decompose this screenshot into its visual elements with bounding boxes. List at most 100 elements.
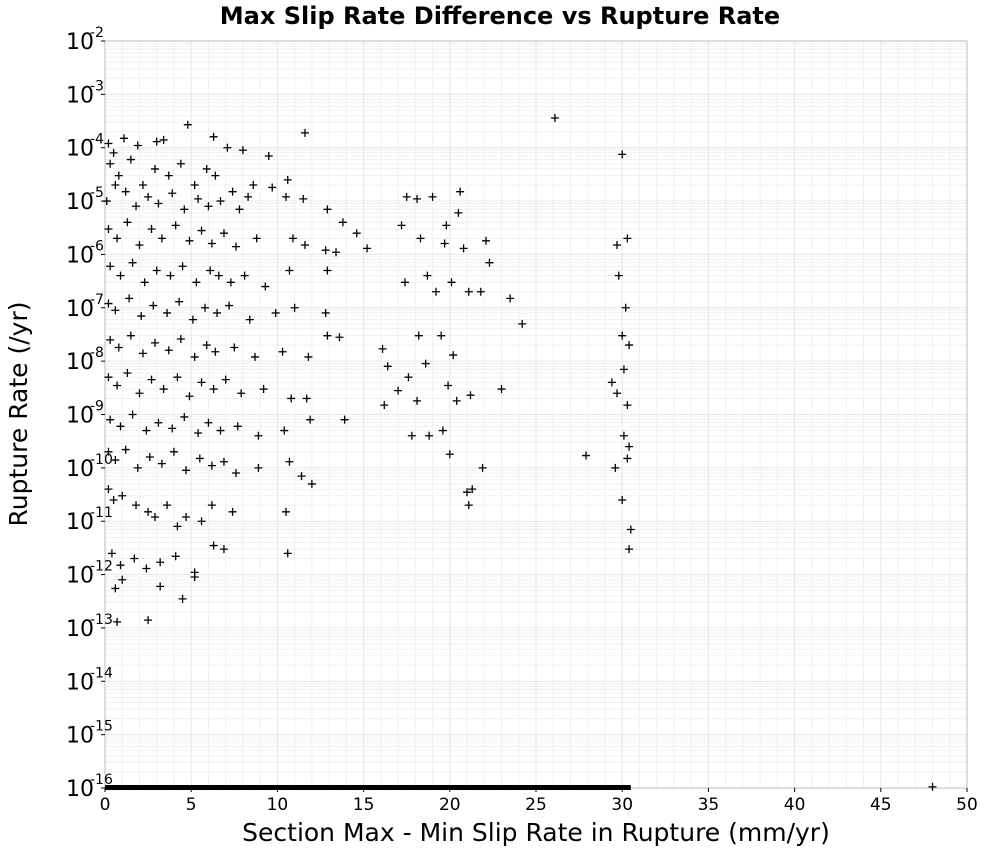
scatter-point bbox=[444, 381, 453, 390]
scatter-point bbox=[226, 278, 235, 287]
scatter-point bbox=[428, 192, 437, 201]
scatter-point bbox=[123, 368, 132, 377]
scatter-point bbox=[116, 271, 125, 280]
scatter-point bbox=[421, 359, 430, 368]
y-tick-exponent: -9 bbox=[90, 399, 104, 415]
scatter-point bbox=[182, 512, 191, 521]
scatter-point bbox=[619, 365, 628, 374]
scatter-point bbox=[121, 187, 130, 196]
scatter-point bbox=[613, 389, 622, 398]
scatter-point bbox=[164, 346, 173, 355]
scatter-point bbox=[283, 175, 292, 184]
scatter-point bbox=[449, 351, 458, 360]
scatter-point bbox=[150, 338, 159, 347]
scatter-point bbox=[214, 271, 223, 280]
scatter-point bbox=[244, 192, 253, 201]
scatter-point bbox=[164, 171, 173, 180]
scatter-point bbox=[304, 352, 313, 361]
scatter-point bbox=[414, 331, 423, 340]
x-tick-label: 30 bbox=[611, 795, 633, 815]
scatter-point bbox=[237, 389, 246, 398]
scatter-point bbox=[416, 234, 425, 243]
scatter-point bbox=[188, 315, 197, 324]
scatter-point bbox=[280, 426, 289, 435]
scatter-point bbox=[380, 401, 389, 410]
scatter-point bbox=[268, 183, 277, 192]
y-tick-label: 10 bbox=[66, 137, 94, 162]
scatter-point bbox=[173, 373, 182, 382]
scatter-point bbox=[228, 507, 237, 516]
scatter-point bbox=[111, 306, 120, 315]
y-tick-exponent: -6 bbox=[90, 238, 104, 254]
scatter-point bbox=[261, 282, 270, 291]
scatter-point bbox=[118, 575, 127, 584]
scatter-point bbox=[581, 451, 590, 460]
scatter-point bbox=[133, 141, 142, 150]
scatter-point bbox=[183, 120, 192, 129]
y-tick-exponent: -15 bbox=[90, 719, 113, 735]
scatter-point bbox=[156, 558, 165, 567]
scatter-point bbox=[233, 422, 242, 431]
scatter-point bbox=[625, 341, 634, 350]
scatter-point bbox=[235, 205, 244, 214]
scatter-point bbox=[442, 221, 451, 230]
scatter-point bbox=[144, 507, 153, 516]
scatter-point bbox=[352, 229, 361, 238]
scatter-point bbox=[623, 234, 632, 243]
y-tick-exponent: -14 bbox=[90, 665, 113, 681]
scatter-point bbox=[300, 241, 309, 250]
scatter-point bbox=[230, 343, 239, 352]
scatter-point bbox=[113, 617, 122, 626]
scatter-point bbox=[407, 431, 416, 440]
scatter-point bbox=[404, 373, 413, 382]
scatter-point bbox=[306, 415, 315, 424]
scatter-point bbox=[518, 319, 527, 328]
scatter-point bbox=[113, 381, 122, 390]
scatter-point bbox=[452, 396, 461, 405]
scatter-point bbox=[623, 401, 632, 410]
scatter-point bbox=[463, 488, 472, 497]
scatter-point bbox=[413, 396, 422, 405]
scatter-point bbox=[207, 239, 216, 248]
x-tick-label: 45 bbox=[870, 795, 892, 815]
scatter-point bbox=[413, 194, 422, 203]
scatter-point bbox=[607, 378, 616, 387]
scatter-point bbox=[197, 226, 206, 235]
scatter-point bbox=[114, 343, 123, 352]
scatter-point bbox=[271, 308, 280, 317]
scatter-point bbox=[152, 266, 161, 275]
y-axis-ticks: 10-210-310-410-510-610-710-810-910-1010-… bbox=[66, 25, 113, 802]
scatter-point bbox=[290, 303, 299, 312]
scatter-point bbox=[252, 234, 261, 243]
y-tick-label: 10 bbox=[66, 564, 94, 589]
scatter-point bbox=[302, 394, 311, 403]
scatter-point bbox=[278, 347, 287, 356]
scatter-point bbox=[206, 266, 215, 275]
scatter-point bbox=[221, 375, 230, 384]
scatter-point bbox=[104, 139, 113, 148]
scatter-point bbox=[625, 442, 634, 451]
scatter-point bbox=[204, 202, 213, 211]
y-tick-exponent: -7 bbox=[90, 292, 104, 308]
scatter-point bbox=[168, 424, 177, 433]
scatter-point bbox=[445, 450, 454, 459]
scatter-point bbox=[195, 454, 204, 463]
scatter-point bbox=[128, 258, 137, 267]
scatter-point bbox=[250, 352, 259, 361]
scatter-point bbox=[432, 287, 441, 296]
scatter-point bbox=[145, 452, 154, 461]
y-tick-label: 10 bbox=[66, 350, 94, 375]
y-tick-label: 10 bbox=[66, 724, 94, 749]
scatter-point bbox=[264, 151, 273, 160]
scatter-point bbox=[464, 287, 473, 296]
scatter-point bbox=[150, 164, 159, 173]
scatter-point bbox=[180, 412, 189, 421]
scatter-point bbox=[618, 495, 627, 504]
scatter-point bbox=[138, 181, 147, 190]
scatter-point bbox=[482, 236, 491, 245]
scatter-point bbox=[440, 239, 449, 248]
scatter-point bbox=[132, 501, 141, 510]
scatter-point bbox=[180, 205, 189, 214]
scatter-point bbox=[437, 331, 446, 340]
